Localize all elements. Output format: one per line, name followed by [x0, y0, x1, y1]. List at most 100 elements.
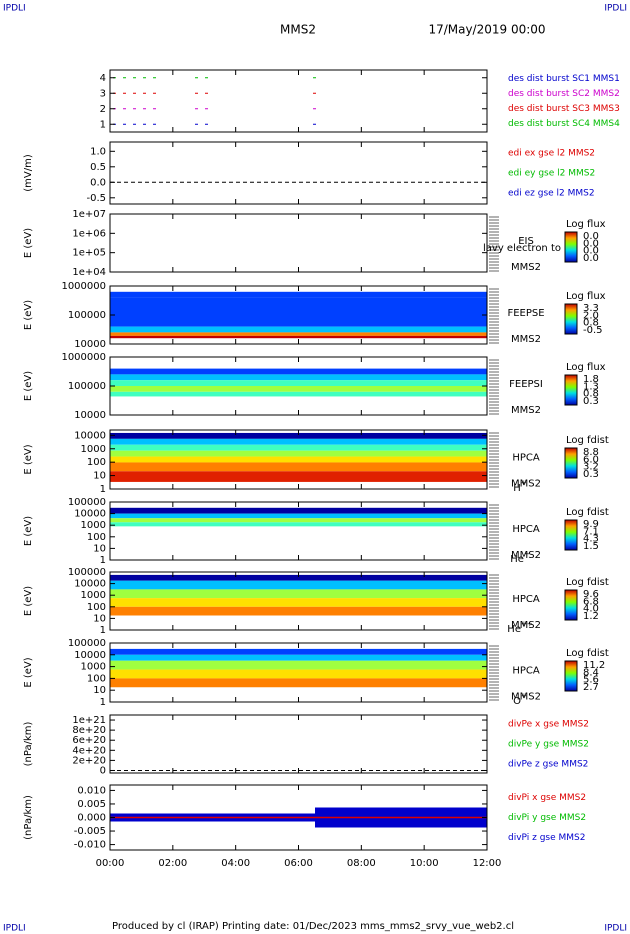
spectrogram-band	[110, 606, 487, 616]
species: He	[510, 554, 524, 565]
side-label: MMS2	[511, 334, 541, 345]
spectrogram-band	[110, 522, 487, 527]
species: H	[513, 483, 521, 494]
y-tick-label: 2e+20	[72, 755, 106, 766]
colorbar	[564, 447, 578, 479]
colorbar-label: 0.3	[583, 469, 599, 480]
y-tick-label: 1000000	[61, 352, 106, 363]
y-tick-label: 1	[100, 119, 106, 130]
colorbar-title: Log flux	[566, 219, 606, 230]
spectrogram-band	[110, 444, 487, 451]
y-tick-label: 6e+20	[72, 735, 106, 746]
y-tick-label: 100000	[68, 310, 106, 321]
colorbar-label: 0.0	[583, 238, 599, 249]
colorbar-label: 2.0	[583, 310, 599, 321]
y-axis-label: (mV/m)	[23, 154, 34, 192]
y-axis-label: E (eV)	[23, 657, 34, 687]
y-axis-label: E (eV)	[23, 516, 34, 546]
colorbar-label: 4.0	[583, 604, 599, 615]
side-label: MMS2	[511, 692, 541, 703]
legend-entry: des dist burst SC1 MMS1	[508, 74, 620, 84]
y-axis-label: E (eV)	[23, 586, 34, 616]
colorbar-label: 2.7	[583, 682, 599, 693]
side-label: MMS2	[511, 620, 541, 631]
legend-entry: des dist burst SC4 MMS4	[508, 119, 620, 129]
colorbar	[564, 589, 578, 621]
charge: +	[521, 479, 527, 487]
species-label: H+	[513, 479, 527, 494]
y-tick-label: 1.0	[90, 146, 106, 157]
y-tick-label: 0.5	[90, 162, 106, 173]
colorbar-label: 7.1	[583, 526, 599, 537]
colorbar-label: 0.8	[583, 389, 599, 400]
y-tick-label: 1000	[81, 662, 106, 673]
y-tick-label: 1000	[81, 590, 106, 601]
x-tick-label: 06:00	[284, 858, 313, 869]
y-tick-label: 0.005	[77, 799, 106, 810]
colorbar-title: Log fdist	[566, 507, 609, 518]
y-tick-label: 100000	[68, 381, 106, 392]
colorbar	[564, 231, 578, 263]
legend-entry: divPi z gse MMS2	[508, 833, 585, 843]
spectrogram-band	[110, 432, 487, 439]
y-axis-label: (nPa/km)	[23, 795, 34, 840]
spectrogram-band	[110, 513, 487, 519]
y-tick-label: 10	[93, 543, 106, 554]
spectrogram-band	[110, 450, 487, 457]
colorbar	[564, 660, 578, 692]
y-tick-label: 100	[87, 673, 106, 684]
y-tick-label: 1e+05	[72, 248, 106, 259]
spectrogram-band	[110, 368, 487, 375]
y-tick-label: 100	[87, 532, 106, 543]
colorbar-title: Log flux	[566, 291, 606, 302]
spectrogram-band	[110, 326, 487, 333]
colorbar-label: 3.2	[583, 462, 599, 473]
legend-entry: divPe x gse MMS2	[508, 720, 589, 730]
spectrogram-band	[110, 471, 487, 482]
spectrogram-band	[110, 335, 487, 339]
side-label: MMS2	[511, 262, 541, 273]
side-label: HPCA	[512, 594, 540, 605]
y-tick-label: 3	[100, 88, 106, 99]
x-tick-label: 02:00	[158, 858, 187, 869]
y-tick-label: 10000	[74, 410, 106, 421]
legend-entry: des dist burst SC2 MMS2	[508, 89, 620, 99]
y-tick-label: 100	[87, 602, 106, 613]
y-tick-label: 1	[100, 484, 106, 495]
colorbar-label: 0.0	[583, 231, 599, 242]
colorbar-label: 9.9	[583, 519, 599, 530]
x-tick-label: 00:00	[96, 858, 125, 869]
spectrogram-band	[110, 574, 487, 581]
spectrogram-band	[110, 669, 487, 679]
colorbar-label: 11.2	[583, 660, 605, 671]
y-tick-label: 1	[100, 625, 106, 636]
spectrogram-band	[110, 291, 487, 298]
legend-entry: divPe y gse MMS2	[508, 740, 589, 750]
colorbar-label: 1.2	[583, 611, 599, 622]
colorbar	[564, 374, 578, 406]
y-tick-label: 10	[93, 685, 106, 696]
y-tick-label: 10000	[74, 509, 106, 520]
y-tick-label: 0.010	[77, 785, 106, 796]
spectrogram-band	[110, 598, 487, 607]
footer-text: Produced by cl (IRAP) Printing date: 01/…	[112, 921, 514, 932]
legend-entry: divPi y gse MMS2	[508, 813, 586, 823]
legend-entry: edi ex gse l2 MMS2	[508, 149, 595, 159]
spectrogram-band	[110, 589, 487, 599]
y-tick-label: 4	[100, 73, 106, 84]
panel-frame	[109, 714, 488, 774]
colorbar-label: 6.8	[583, 596, 599, 607]
species-label: He++	[507, 620, 533, 635]
spectrogram-band	[110, 648, 487, 655]
colorbar-title: Log fdist	[566, 648, 609, 659]
spectrogram-band	[110, 374, 487, 381]
y-tick-label: 100	[87, 457, 106, 468]
side-label: HPCA	[512, 666, 540, 677]
y-tick-label: 4e+20	[72, 745, 106, 756]
x-tick-label: 10:00	[410, 858, 439, 869]
annotation: lavy electron to	[483, 243, 561, 254]
species-label: O+	[513, 692, 527, 707]
colorbar-label: 1.3	[583, 381, 599, 392]
y-tick-label: 1e+06	[72, 228, 106, 239]
